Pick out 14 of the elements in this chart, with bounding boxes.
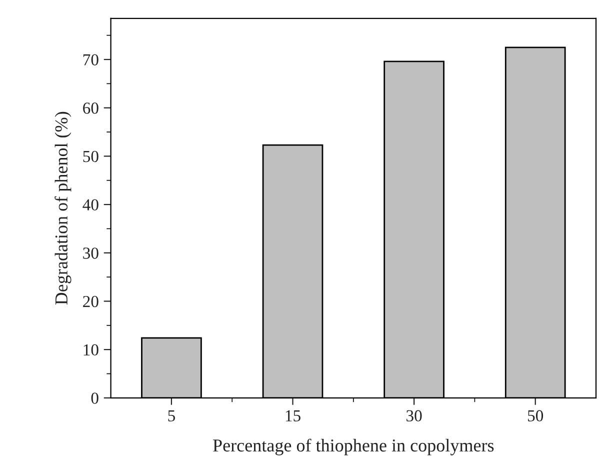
x-tick-label: 15 bbox=[286, 410, 300, 422]
y-tick-label: 50 bbox=[83, 150, 98, 162]
x-axis-title: Percentage of thiophene in copolymers bbox=[213, 438, 494, 456]
y-tick-label: 30 bbox=[83, 248, 98, 259]
y-axis-title: Degradation of phenol (%) bbox=[54, 112, 72, 305]
x-tick-label: 30 bbox=[406, 410, 422, 422]
y-tick-label: 40 bbox=[82, 199, 98, 210]
y-tick-label: 10 bbox=[84, 344, 98, 356]
y-tick-label: 60 bbox=[83, 102, 98, 114]
x-tick-label: 5 bbox=[168, 410, 175, 422]
y-tick-label: 0 bbox=[91, 392, 98, 404]
x-tick-label: 50 bbox=[528, 410, 544, 422]
y-tick-label: 20 bbox=[83, 296, 98, 308]
y-tick-label: 70 bbox=[83, 54, 98, 66]
